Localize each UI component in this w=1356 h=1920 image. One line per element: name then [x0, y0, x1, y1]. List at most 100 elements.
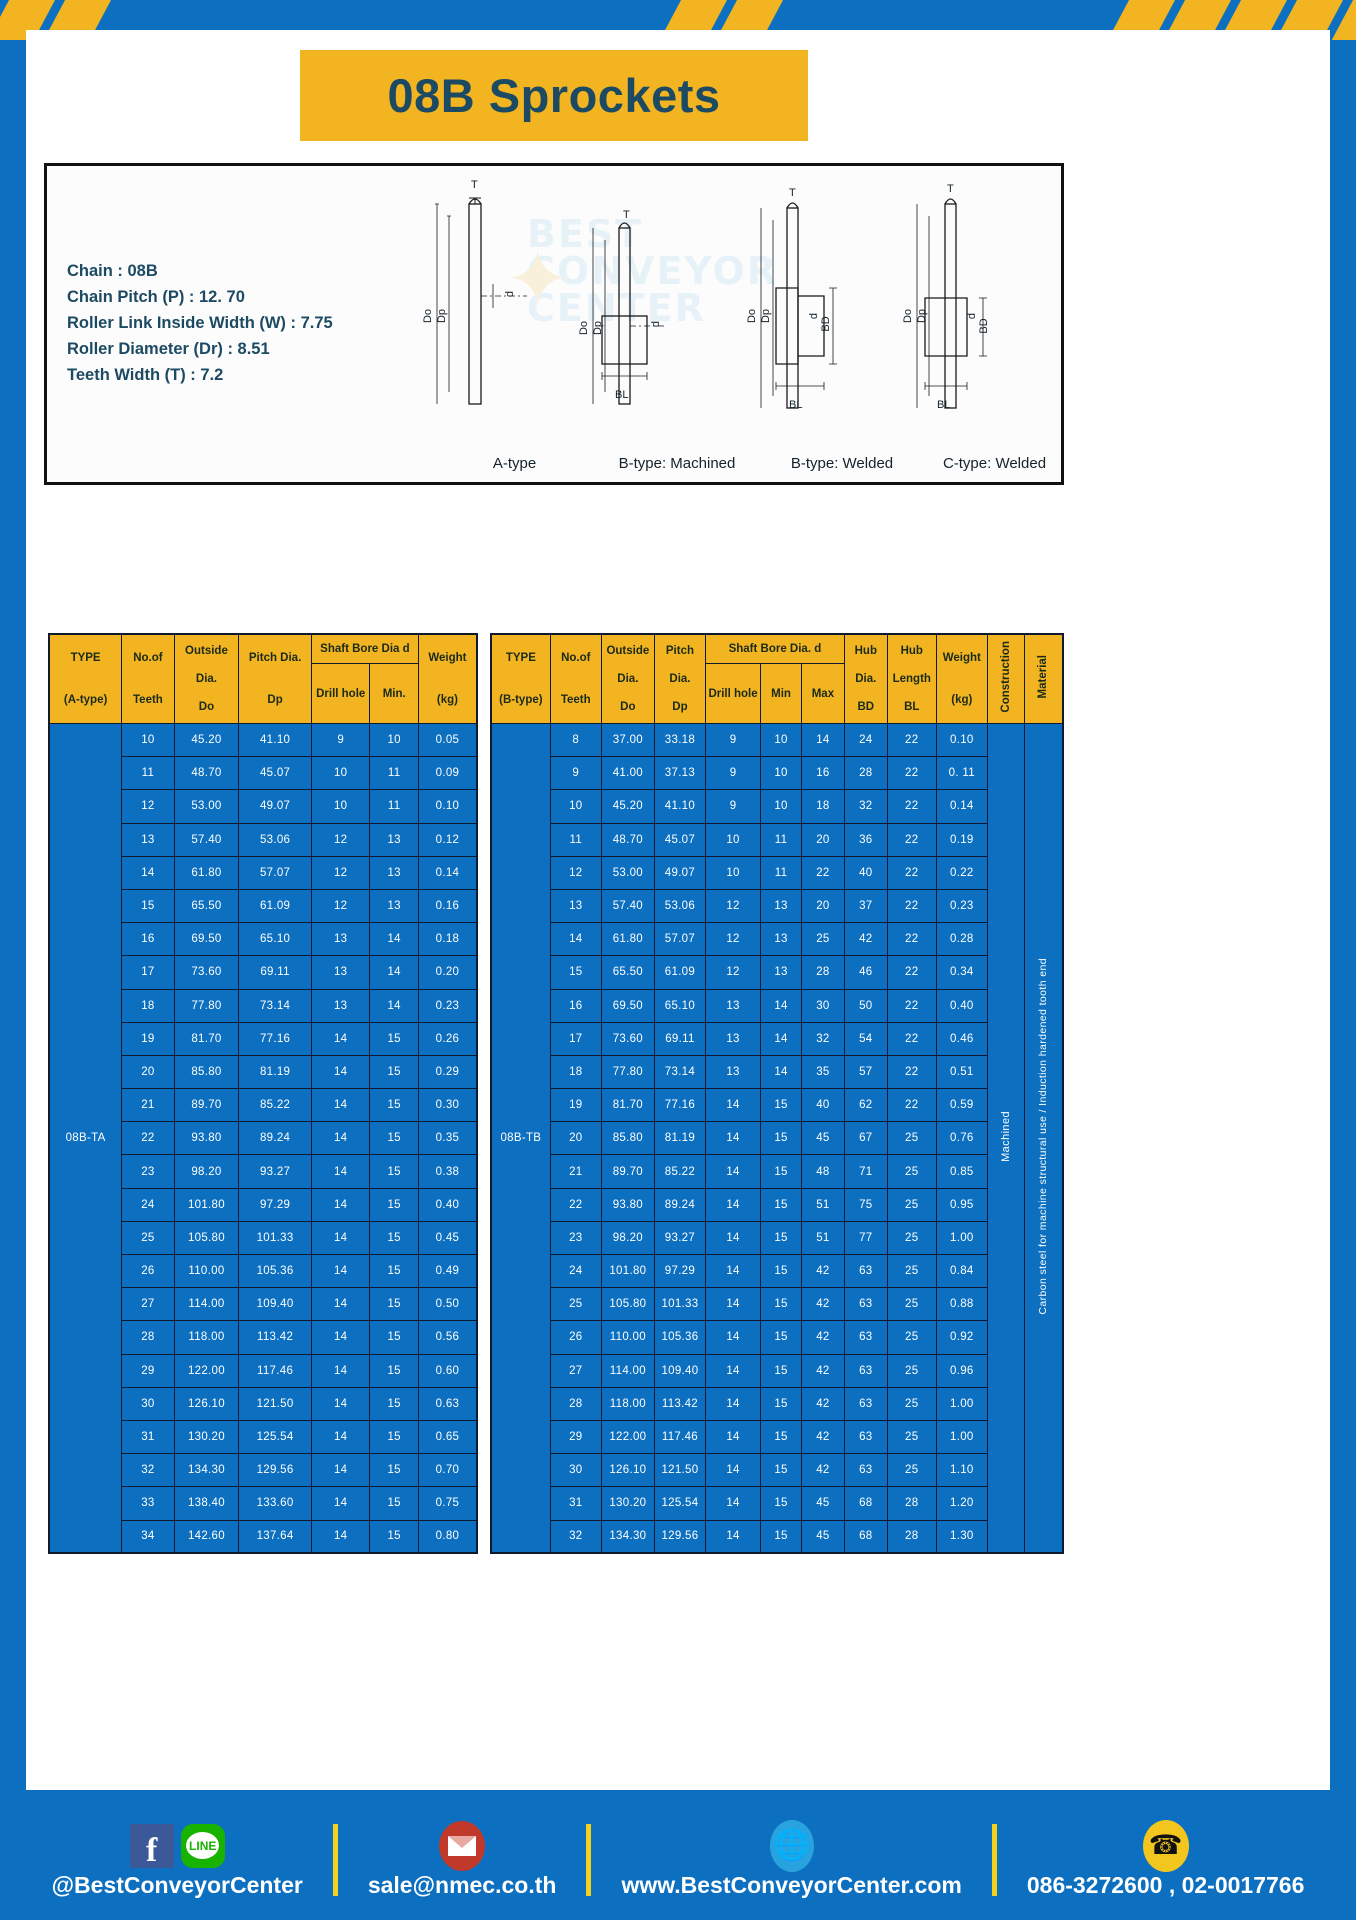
- table-row[interactable]: 24 101.80 97.29 14 15 42 63 25 0.84: [491, 1253, 1063, 1289]
- table-row[interactable]: 20 85.80 81.19 14 15 0.29: [49, 1054, 478, 1090]
- table-row[interactable]: 13 57.40 53.06 12 13 20 37 22 0.23: [491, 888, 1063, 924]
- table-row[interactable]: 25 105.80 101.33 14 15 42 63 25 0.88: [491, 1287, 1063, 1322]
- table-row[interactable]: 19 81.70 77.16 14 15 40 62 22 0.59: [491, 1088, 1063, 1123]
- social-icons: f LINE: [129, 1822, 225, 1870]
- table-row[interactable]: 33 138.40 133.60 14 15 0.75: [49, 1486, 478, 1521]
- table-row[interactable]: 08B-TA 10 45.20 41.10 9 10 0.05: [48, 722, 478, 1554]
- cell-bd: 63: [843, 1253, 888, 1289]
- table-row[interactable]: 30 126.10 121.50 14 15 42 63 25 1.10: [491, 1453, 1063, 1488]
- facebook-handle[interactable]: @BestConveyorCenter: [51, 1871, 303, 1898]
- table-row[interactable]: 17 73.60 69.11 13 14 32 54 22 0.46: [491, 1021, 1063, 1056]
- table-row[interactable]: 19 81.70 77.16 14 15 0.26: [49, 1021, 478, 1056]
- cell-drill-hole: 9: [310, 722, 371, 758]
- table-row[interactable]: 22 93.80 89.24 14 15 51 75 25 0.95: [491, 1187, 1063, 1222]
- table-row[interactable]: 34 142.60 137.64 14 15 0.80: [49, 1519, 478, 1554]
- cell-weight: 1.00: [935, 1386, 988, 1421]
- table-row[interactable]: 14 61.80 57.07 12 13 0.14: [49, 855, 478, 890]
- table-row[interactable]: 29 122.00 117.46 14 15 42 63 25 1.00: [491, 1419, 1063, 1455]
- table-row[interactable]: 23 98.20 93.27 14 15 51 77 25 1.00: [491, 1220, 1063, 1256]
- svg-text:d: d: [650, 321, 662, 327]
- footer-social-group[interactable]: f LINE @BestConveyorCenter: [38, 1822, 317, 1899]
- table-row[interactable]: 16 69.50 65.10 13 14 30 50 22 0.40: [491, 988, 1063, 1023]
- cell-weight: 0.84: [935, 1253, 988, 1289]
- cell-max: 20: [800, 888, 845, 924]
- table-row[interactable]: 10 45.20 41.10 9 10 18 32 22 0.14: [491, 789, 1063, 824]
- cell-min: 15: [760, 1088, 802, 1123]
- caption-a-type: A-type: [492, 455, 537, 472]
- table-row[interactable]: 30 126.10 121.50 14 15 0.63: [49, 1386, 478, 1421]
- table-row[interactable]: 20 85.80 81.19 14 15 45 67 25 0.76: [491, 1121, 1063, 1156]
- cell-dp: 45.07: [653, 822, 706, 857]
- footer-email-group[interactable]: sale@nmec.co.th: [354, 1820, 571, 1899]
- table-row[interactable]: 23 98.20 93.27 14 15 0.38: [49, 1154, 478, 1189]
- table-row[interactable]: 27 114.00 109.40 14 15 42 63 25 0.96: [491, 1353, 1063, 1388]
- table-row[interactable]: 17 73.60 69.11 13 14 0.20: [49, 955, 478, 990]
- cell-drill-hole: 12: [704, 888, 762, 924]
- cell-do: 105.80: [173, 1220, 240, 1256]
- table-row[interactable]: 9 41.00 37.13 9 10 16 28 22 0. 11: [491, 756, 1063, 791]
- cell-max: 48: [800, 1154, 845, 1189]
- table-row[interactable]: 28 118.00 113.42 14 15 42 63 25 1.00: [491, 1386, 1063, 1421]
- cell-weight: 0.30: [417, 1088, 478, 1123]
- table-row[interactable]: 08B-TB 8 37.00 33.18 9 10 14 24 22 0.10 Machined Ca…: [490, 722, 1064, 1554]
- table-row[interactable]: 12 53.00 49.07 10 11 0.10: [49, 789, 478, 824]
- cell-drill-hole: 14: [310, 1121, 371, 1156]
- email-icon[interactable]: [439, 1820, 486, 1871]
- table-row[interactable]: 18 77.80 73.14 13 14 0.23: [49, 988, 478, 1023]
- table-row[interactable]: 11 48.70 45.07 10 11 20 36 22 0.19: [491, 822, 1063, 857]
- facebook-icon[interactable]: f: [129, 1823, 174, 1868]
- table-row[interactable]: 15 65.50 61.09 12 13 28 46 22 0.34: [491, 955, 1063, 990]
- cell-min: 15: [760, 1320, 802, 1355]
- table-row[interactable]: 16 69.50 65.10 13 14 0.18: [49, 922, 478, 957]
- table-row[interactable]: 22 93.80 89.24 14 15 0.35: [49, 1121, 478, 1156]
- cell-dp: 97.29: [238, 1187, 312, 1222]
- table-row[interactable]: 26 110.00 105.36 14 15 42 63 25 0.92: [491, 1320, 1063, 1355]
- table-row[interactable]: 28 118.00 113.42 14 15 0.56: [49, 1320, 478, 1355]
- table-row[interactable]: 12 53.00 49.07 10 11 22 40 22 0.22: [491, 855, 1063, 890]
- table-row[interactable]: 21 89.70 85.22 14 15 0.30: [49, 1088, 478, 1123]
- cell-min: 15: [760, 1419, 802, 1455]
- table-row[interactable]: 25 105.80 101.33 14 15 0.45: [49, 1220, 478, 1256]
- table-row[interactable]: 31 130.20 125.54 14 15 0.65: [49, 1419, 478, 1455]
- th-a-pd-sym: Dp: [267, 694, 283, 706]
- cell-bl: 25: [886, 1253, 937, 1289]
- cell-dp: 137.64: [238, 1519, 312, 1554]
- th-b-od-main: Outside: [606, 645, 650, 657]
- table-row[interactable]: 13 57.40 53.06 12 13 0.12: [49, 822, 478, 857]
- cell-teeth: 33: [121, 1486, 175, 1521]
- cell-do: 110.00: [173, 1253, 240, 1289]
- th-b-max: Max: [800, 663, 845, 724]
- cell-min: 10: [760, 789, 802, 824]
- cell-min-: 15: [369, 1220, 419, 1256]
- table-row[interactable]: 32 134.30 129.56 14 15 45 68 28 1.30: [491, 1519, 1063, 1554]
- cell-do: 89.70: [173, 1088, 240, 1123]
- table-row[interactable]: 32 134.30 129.56 14 15 0.70: [49, 1453, 478, 1488]
- cell-bl: 22: [886, 722, 937, 758]
- cell-construction-text: Machined: [999, 1111, 1012, 1163]
- phone-numbers[interactable]: 086-3272600 , 02-0017766: [1026, 1871, 1305, 1898]
- table-row[interactable]: 21 89.70 85.22 14 15 48 71 25 0.85: [491, 1154, 1063, 1189]
- th-b-material-label: Material: [1037, 654, 1050, 699]
- email-address[interactable]: sale@nmec.co.th: [367, 1871, 557, 1898]
- table-row[interactable]: 18 77.80 73.14 13 14 35 57 22 0.51: [491, 1054, 1063, 1090]
- website-url[interactable]: www.BestConveyorCenter.com: [621, 1871, 962, 1898]
- th-b-bore-group: Shaft Bore Dia. d: [704, 633, 845, 665]
- table-row[interactable]: 15 65.50 61.09 12 13 0.16: [49, 888, 478, 924]
- line-icon[interactable]: LINE: [180, 1823, 225, 1868]
- cell-drill-hole: 14: [310, 1054, 371, 1090]
- table-row[interactable]: 29 122.00 117.46 14 15 0.60: [49, 1353, 478, 1388]
- table-row[interactable]: 24 101.80 97.29 14 15 0.40: [49, 1187, 478, 1222]
- cell-teeth: 14: [121, 855, 175, 890]
- th-a-type-sub: (A-type): [63, 694, 108, 706]
- table-row[interactable]: 31 130.20 125.54 14 15 45 68 28 1.20: [491, 1486, 1063, 1521]
- table-row[interactable]: 26 110.00 105.36 14 15 0.49: [49, 1253, 478, 1289]
- globe-icon[interactable]: 🌐: [769, 1819, 814, 1872]
- cell-drill-hole: 12: [704, 922, 762, 957]
- phone-icon[interactable]: ☎: [1142, 1819, 1189, 1872]
- footer-phone-group[interactable]: ☎ 086-3272600 , 02-0017766: [1013, 1819, 1319, 1899]
- footer-website-group[interactable]: 🌐 www.BestConveyorCenter.com: [607, 1819, 975, 1899]
- table-row[interactable]: 11 48.70 45.07 10 11 0.09: [49, 756, 478, 791]
- cell-teeth: 19: [121, 1021, 175, 1056]
- table-row[interactable]: 14 61.80 57.07 12 13 25 42 22 0.28: [491, 922, 1063, 957]
- cell-dp: 105.36: [238, 1253, 312, 1289]
